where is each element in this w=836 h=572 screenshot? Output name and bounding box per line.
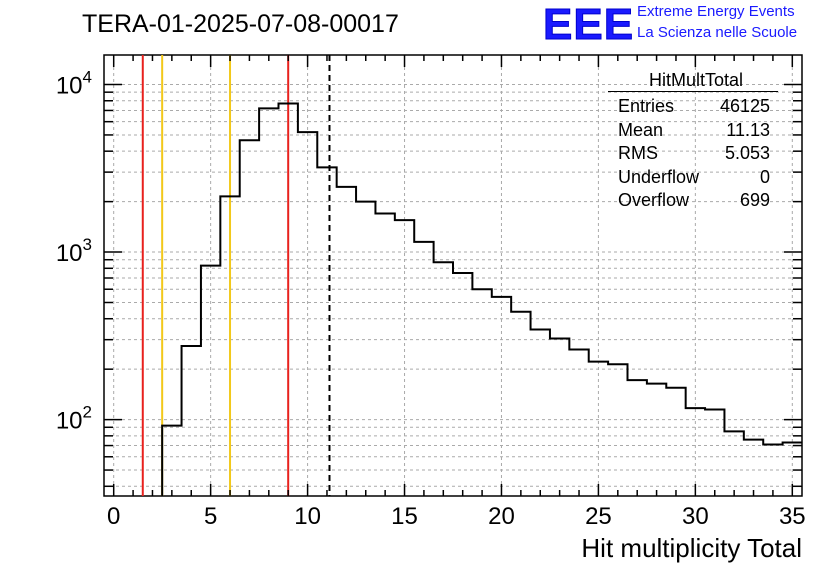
plot-frame xyxy=(103,54,803,497)
y-tick-label: 104 xyxy=(56,68,92,100)
stats-value: 46125 xyxy=(719,96,770,116)
stats-value: 699 xyxy=(739,190,770,210)
stats-label: RMS xyxy=(618,143,658,163)
stats-box: HitMultTotal Entries 46125 Mean 11.13 RMS 5.0… xyxy=(608,70,778,213)
stats-row: Mean 11.13 xyxy=(608,119,778,143)
stats-value: 5.053 xyxy=(724,143,770,163)
histogram-line xyxy=(161,102,802,496)
stats-row: Overflow 699 xyxy=(608,189,778,213)
x-tick-label: 35 xyxy=(779,503,806,530)
y-tick-exponent: 4 xyxy=(83,68,92,87)
x-tick-label: 20 xyxy=(488,503,515,530)
axis-ticks xyxy=(104,55,802,496)
stats-row: RMS 5.053 xyxy=(608,142,778,166)
stats-value: 0 xyxy=(759,166,770,187)
x-tick-label: 0 xyxy=(107,503,120,530)
stats-label: Underflow xyxy=(618,166,700,187)
stats-row: Underflow 0 xyxy=(608,166,778,190)
x-tick-label: 5 xyxy=(204,503,217,530)
stats-label: Entries xyxy=(618,96,675,116)
x-tick-labels: 0 5 10 15 20 25 30 35 xyxy=(107,503,806,530)
x-tick-label: 30 xyxy=(682,503,709,530)
stats-row: Entries 46125 xyxy=(608,95,778,119)
y-tick-base: 10 xyxy=(56,408,83,435)
y-tick-exponent: 2 xyxy=(83,403,92,422)
y-tick-label: 102 xyxy=(56,403,92,435)
x-tick-label: 25 xyxy=(585,503,612,530)
x-tick-label: 15 xyxy=(391,503,418,530)
chart-title: TERA-01-2025-07-08-00017 xyxy=(82,10,399,38)
stats-title: HitMultTotal xyxy=(608,70,778,92)
reference-lines xyxy=(141,55,331,496)
stats-label: Mean xyxy=(618,119,664,140)
x-tick-label: 10 xyxy=(294,503,321,530)
eee-logo: EEE xyxy=(542,0,635,50)
logo-subtitle-2: La Scienza nelle Scuole xyxy=(637,24,798,41)
x-axis-label: Hit multiplicity Total xyxy=(581,533,802,563)
stats-value: 11.13 xyxy=(726,119,770,140)
y-tick-label: 103 xyxy=(56,235,92,267)
y-tick-exponent: 3 xyxy=(83,235,92,254)
y-tick-base: 10 xyxy=(56,73,83,100)
stats-label: Overflow xyxy=(618,190,690,210)
logo-subtitle-1: Extreme Energy Events xyxy=(637,3,795,20)
stats-rows: Entries 46125 Mean 11.13 RMS 5.053 Underflow 0 O… xyxy=(608,95,778,213)
y-tick-base: 10 xyxy=(56,240,83,267)
